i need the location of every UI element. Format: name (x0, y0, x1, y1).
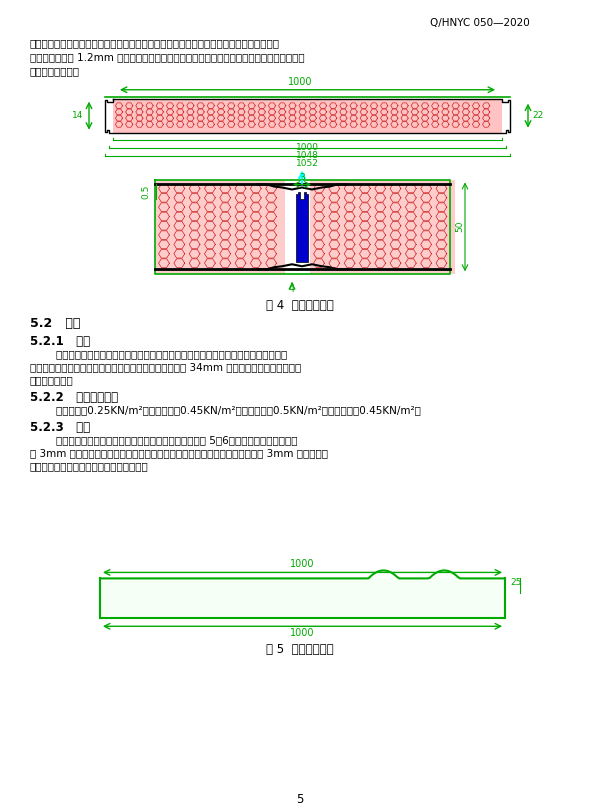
Polygon shape (296, 193, 308, 262)
Text: Q/HNYC 050—2020: Q/HNYC 050—2020 (430, 18, 530, 28)
Text: 1048: 1048 (296, 150, 319, 159)
Text: 屋面板长度方向与烤房长度方向垂直。屋面板搭接如图 5、6，屋面板与屋面板搭接处: 屋面板长度方向与烤房长度方向垂直。屋面板搭接如图 5、6，屋面板与屋面板搭接处 (30, 434, 298, 445)
Bar (155, 180, 285, 274)
Text: 1000: 1000 (288, 77, 312, 87)
Text: 1000: 1000 (296, 142, 319, 151)
Text: 50: 50 (455, 221, 464, 232)
Text: 5.2   屋顶: 5.2 屋顶 (30, 317, 80, 330)
Text: 1000: 1000 (290, 629, 314, 638)
Text: 图 5  屋面板俧视图: 图 5 屋面板俧视图 (266, 643, 334, 656)
Text: 14: 14 (71, 111, 83, 121)
Text: 的屋面板，涂层钉板内外不得接触，防止形成热桥。具有 34mm 以上的波峰和排水槽结构，: 的屋面板，涂层钉板内外不得接触，防止形成热桥。具有 34mm 以上的波峰和排水槽… (30, 362, 301, 372)
Text: 1000: 1000 (290, 560, 314, 570)
Text: 图 4  墙板及连接图: 图 4 墙板及连接图 (266, 299, 334, 312)
Text: 25: 25 (510, 578, 521, 587)
Text: 顶槽，顶槽采用 1.2mm 厕热浸镁锌板折弯成型，顶槽安装前在墙板上部打发泡胶，确保墙板: 顶槽，顶槽采用 1.2mm 厕热浸镁锌板折弯成型，顶槽安装前在墙板上部打发泡胶，… (30, 52, 305, 61)
Text: 22: 22 (532, 111, 543, 121)
Bar (101, 578, 504, 618)
Text: 粘 3mm 丁基胶带，做防水处理，屋面板安装前要在墙板顶槽与屋面板搭接处粘 3mm 丁基胶带，: 粘 3mm 丁基胶带，做防水处理，屋面板安装前要在墙板顶槽与屋面板搭接处粘 3m… (30, 447, 328, 458)
Text: 3: 3 (299, 172, 305, 181)
Text: 1052: 1052 (296, 159, 319, 167)
Text: 0.5: 0.5 (141, 184, 150, 199)
Text: 屋面恒荷：0.25KN/m²；基本风压：0.45KN/m²；屋面活荷：0.5KN/m²；基本雪压：0.45KN/m²。: 屋面恒荷：0.25KN/m²；基本风压：0.45KN/m²；屋面活荷：0.5KN… (30, 404, 421, 415)
Text: 5: 5 (296, 793, 304, 806)
Text: 与顶槽间无空隙。: 与顶槽间无空隙。 (30, 66, 80, 76)
Bar (113, 99, 502, 133)
Text: 防止漏热，屋面板末端封橐并预留排水口。: 防止漏热，屋面板末端封橐并预留排水口。 (30, 461, 149, 471)
Text: 屋面金属面硬质聚氪央芯板（以下简称屋面板），使用与墙体材料质量、厚度等相同: 屋面金属面硬质聚氪央芯板（以下简称屋面板），使用与墙体材料质量、厚度等相同 (30, 349, 287, 359)
Bar (310, 180, 455, 274)
Text: 5.2.3   安装: 5.2.3 安装 (30, 421, 90, 434)
Text: 防水等级二级。: 防水等级二级。 (30, 375, 74, 385)
Text: 5.2.2   主要载荷要求: 5.2.2 主要载荷要求 (30, 391, 118, 404)
Text: 5.2.1   材料: 5.2.1 材料 (30, 335, 90, 348)
Text: 4: 4 (289, 284, 295, 294)
Text: 转角墙板、墙板安装完毕后，地槽采用混凝土回封，回封位置要超过连接缝。墙板上部安装: 转角墙板、墙板安装完毕后，地槽采用混凝土回封，回封位置要超过连接缝。墙板上部安装 (30, 38, 280, 48)
